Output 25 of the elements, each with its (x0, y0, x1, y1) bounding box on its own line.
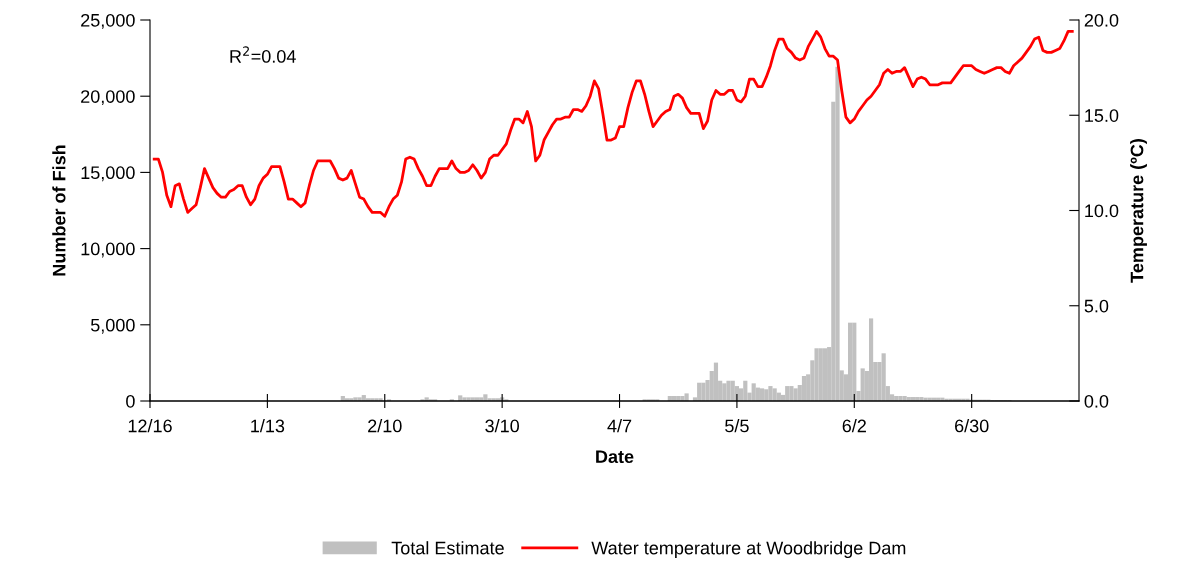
y-tick-label: 10,000 (81, 242, 135, 258)
y2-tick-label: 5.0 (1084, 299, 1109, 313)
y2-tick-label: 0.0 (1084, 394, 1109, 408)
x-tick-label: 12/16 (128, 419, 172, 433)
legend-label: Water temperature at Woodbridge Dam (591, 541, 906, 559)
x-tick-label: 1/13 (251, 419, 285, 433)
x-axis-title: Date (596, 450, 634, 464)
y-axis-title: Number of Fish (52, 145, 66, 276)
y2-tick-label: 10.0 (1085, 204, 1119, 218)
y-tick-label: 25,000 (81, 13, 135, 29)
x-tick-label: 4/7 (607, 419, 632, 433)
y-tick-label: 20,000 (81, 90, 135, 106)
y2-axis-title: Temperature (ºC) (1130, 139, 1147, 283)
y-tick-label: 15,000 (81, 166, 135, 182)
y2-tick-label: 20.0 (1084, 13, 1119, 27)
x-tick-label: 2/10 (368, 419, 402, 433)
y2-tick-label: 15.0 (1085, 109, 1119, 122)
x-tick-label: 6/30 (955, 419, 989, 433)
annotation: R$^{2}$=0.04 (230, 46, 296, 63)
x-tick-label: 3/10 (485, 419, 520, 433)
y-tick-label: 0 (126, 394, 135, 408)
legend-label: Total Estimate (391, 541, 504, 555)
x-tick-label: 6/2 (842, 419, 866, 433)
y-tick-label: 5,000 (90, 318, 135, 334)
x-tick-label: 5/5 (725, 419, 749, 433)
